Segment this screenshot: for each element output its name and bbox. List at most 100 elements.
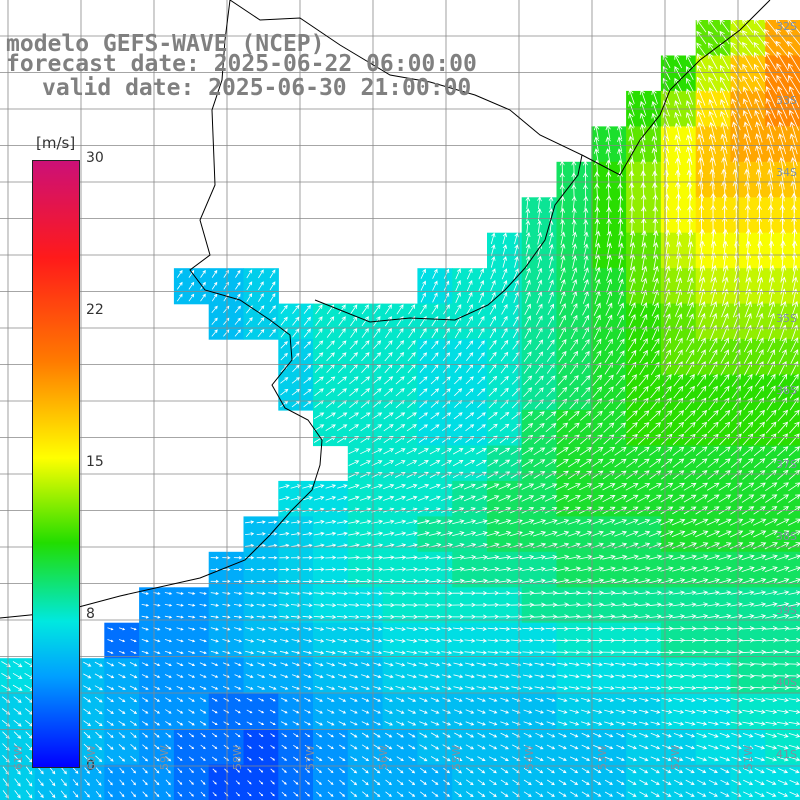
wind-arrow	[559, 160, 565, 175]
wind-arrow	[431, 779, 439, 786]
wind-arrow	[753, 75, 765, 94]
wind-arrow	[616, 756, 625, 761]
wind-arrow	[315, 697, 323, 702]
wind-arrow	[766, 779, 777, 785]
wind-arrow	[567, 614, 581, 619]
wind-arrow	[722, 264, 729, 283]
wind-arrow	[568, 674, 580, 679]
title-forecast-date: forecast date: 2025-06-22 06:00:00	[6, 51, 477, 77]
wind-arrow	[498, 555, 512, 560]
wind-arrow	[315, 744, 323, 750]
wind-arrow	[118, 639, 126, 643]
wind-arrow	[95, 767, 102, 774]
wind-arrow	[315, 732, 323, 738]
wind-arrow	[348, 448, 360, 455]
wind-arrow	[141, 627, 149, 631]
wind-arrow	[210, 615, 220, 619]
wind-arrow	[464, 448, 476, 455]
wind-arrow	[153, 697, 160, 702]
wind-arrow	[776, 518, 790, 526]
wind-arrow	[709, 301, 718, 318]
wind-arrow	[625, 566, 639, 572]
wind-arrow	[210, 567, 220, 572]
wind-arrow	[118, 697, 126, 703]
wind-arrow	[779, 204, 786, 225]
colorbar-unit: [m/s]	[36, 134, 76, 152]
wind-arrow	[640, 194, 647, 212]
wind-arrow	[603, 662, 615, 667]
wind-arrow	[383, 662, 394, 667]
wind-arrow	[302, 496, 314, 501]
wind-arrow	[686, 313, 694, 329]
wind-arrow	[625, 602, 639, 608]
wind-arrow	[695, 530, 709, 538]
wind-arrow	[130, 755, 137, 762]
wind-arrow	[302, 615, 313, 619]
wind-arrow	[544, 483, 558, 490]
wind-arrow	[557, 697, 568, 702]
wind-arrow	[326, 721, 335, 726]
wind-arrow	[476, 412, 486, 420]
wind-arrow	[743, 373, 753, 387]
wind-arrow	[429, 626, 441, 631]
wind-arrow	[767, 312, 775, 330]
wind-arrow	[626, 662, 638, 667]
wind-arrow	[406, 674, 417, 679]
wind-arrow	[488, 732, 498, 738]
wind-arrow	[429, 471, 441, 478]
wind-arrow	[164, 591, 173, 595]
wind-arrow	[560, 207, 566, 222]
wind-arrow	[165, 697, 172, 702]
wind-arrow	[742, 51, 754, 71]
wind-arrow	[683, 566, 697, 572]
wind-arrow	[500, 744, 509, 750]
wind-arrow	[235, 732, 241, 738]
wind-arrow	[257, 662, 266, 667]
wind-arrow	[708, 721, 719, 726]
wind-arrow	[188, 627, 196, 631]
wind-arrow	[245, 520, 255, 524]
wind-arrow	[268, 567, 278, 572]
wind-arrow	[697, 145, 705, 166]
wind-arrow	[616, 767, 625, 774]
wind-arrow	[605, 136, 611, 151]
wind-arrow	[500, 756, 509, 761]
wind-arrow	[671, 554, 686, 560]
wind-arrow	[720, 87, 729, 106]
wind-arrow	[477, 697, 486, 702]
wind-arrow	[153, 721, 160, 726]
wind-arrow	[488, 662, 499, 667]
lat-label: 32S	[776, 20, 797, 33]
wind-arrow	[707, 602, 720, 607]
wind-arrow	[314, 388, 324, 397]
wind-arrow	[361, 721, 370, 726]
wind-arrow	[349, 340, 358, 350]
wind-arrow	[639, 89, 647, 104]
wind-arrow	[707, 421, 719, 434]
wind-arrow	[719, 673, 732, 679]
wind-arrow	[720, 349, 729, 364]
wind-arrow	[489, 303, 496, 315]
wind-arrow	[292, 721, 300, 726]
wind-arrow	[337, 340, 347, 350]
wind-arrow	[396, 304, 404, 315]
wind-arrow	[107, 755, 114, 762]
wind-arrow	[280, 721, 288, 726]
wind-arrow	[246, 281, 253, 291]
wind-arrow	[603, 386, 614, 398]
wind-arrow	[628, 302, 636, 317]
wind-arrow	[478, 280, 485, 292]
wind-arrow	[279, 543, 290, 548]
wind-arrow	[593, 732, 602, 738]
wind-arrow	[154, 779, 160, 786]
wind-arrow	[498, 566, 512, 572]
wind-arrow	[245, 579, 255, 584]
wind-arrow	[535, 791, 544, 797]
wind-arrow	[533, 423, 545, 433]
wind-arrow	[13, 731, 22, 739]
wind-arrow	[477, 744, 486, 750]
wind-arrow	[764, 649, 778, 655]
wind-arrow	[637, 518, 651, 526]
wind-arrow	[707, 30, 718, 45]
wind-arrow	[83, 696, 92, 703]
